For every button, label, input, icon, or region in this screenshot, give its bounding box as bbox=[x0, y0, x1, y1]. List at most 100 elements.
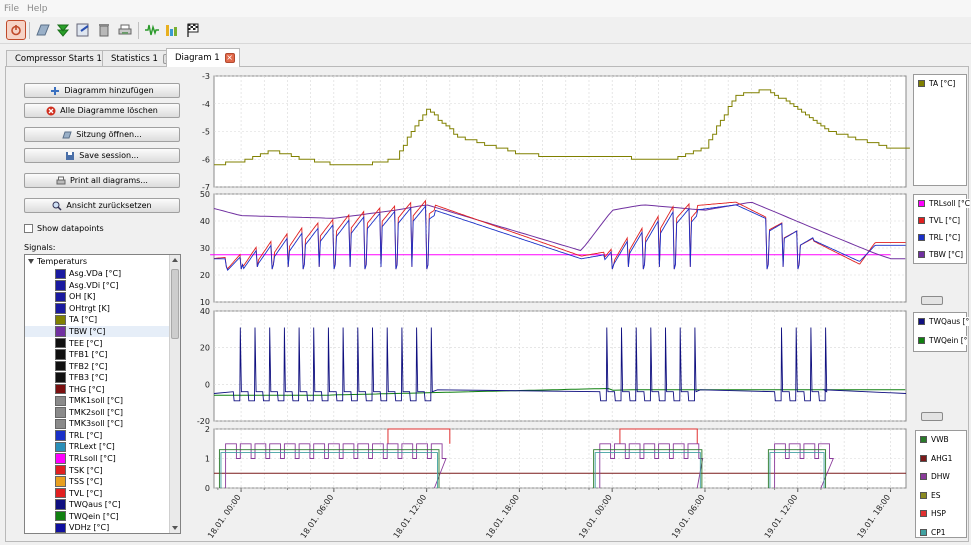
menu-help[interactable]: Help bbox=[27, 4, 48, 14]
x-tick-label: 19.01. 12:00 bbox=[763, 493, 800, 540]
printer-icon bbox=[56, 176, 66, 186]
signals-tree[interactable]: Temperaturs Asg.VDa [°C] Asg.VDi [°C] OH [… bbox=[24, 254, 181, 534]
tree-scrollbar[interactable] bbox=[169, 255, 180, 533]
signal-label: TWQaus [°C] bbox=[69, 500, 121, 510]
legend-scroll-handle[interactable] bbox=[921, 296, 943, 305]
legend-entry[interactable]: TWQein [° bbox=[918, 336, 968, 345]
legend-label: TVL [°C] bbox=[929, 216, 961, 225]
series-dhw-line bbox=[774, 443, 834, 489]
legend-entry[interactable]: TWQaus [° bbox=[918, 317, 970, 326]
checkbox-box[interactable] bbox=[24, 224, 33, 233]
legend-panel2: TRLsoll [°C TVL [°C] TRL [°C] TBW [°C] bbox=[913, 194, 970, 264]
tree-signal-item[interactable]: TMK3soll [°C] bbox=[25, 418, 170, 430]
y-tick-label: -6 bbox=[202, 155, 210, 164]
checkered-flag-icon[interactable] bbox=[183, 20, 203, 40]
y-tick-label: -4 bbox=[202, 100, 210, 109]
tree-signal-item[interactable]: TMK2soll [°C] bbox=[25, 407, 170, 419]
legend-entry[interactable]: HSP bbox=[920, 509, 946, 518]
magnifier-icon bbox=[52, 201, 62, 211]
signal-label: TEE [°C] bbox=[69, 338, 103, 348]
delete-circle-icon bbox=[46, 106, 56, 116]
power-icon[interactable] bbox=[6, 20, 26, 40]
show-datapoints-label: Show datapoints bbox=[37, 224, 104, 233]
download-icon[interactable] bbox=[53, 20, 73, 40]
tree-signal-item[interactable]: Asg.VDa [°C] bbox=[25, 268, 170, 280]
delete-icon[interactable] bbox=[94, 20, 114, 40]
legend-swatch bbox=[920, 491, 927, 499]
tree-signal-item[interactable]: OH [K] bbox=[25, 291, 170, 303]
tree-signal-item[interactable]: VDHz [°C] bbox=[25, 522, 170, 533]
signal-color-swatch bbox=[55, 441, 66, 453]
tree-group-temperaturs[interactable]: Temperaturs bbox=[28, 257, 87, 266]
scroll-up-arrow-icon[interactable] bbox=[172, 258, 178, 262]
legend-label: VWB bbox=[931, 435, 949, 444]
save-session-button[interactable]: Save session... bbox=[24, 148, 180, 163]
menu-file[interactable]: File bbox=[4, 4, 20, 14]
y-tick-label: 20 bbox=[200, 271, 210, 280]
signal-label: TSS [°C] bbox=[69, 477, 103, 487]
export-icon[interactable] bbox=[73, 20, 93, 40]
tab-label: Diagram 1 bbox=[175, 53, 220, 63]
y-tick-label: 20 bbox=[200, 344, 210, 353]
signal-color-swatch bbox=[55, 383, 66, 395]
reset-view-button[interactable]: Ansicht zurücksetzen bbox=[24, 198, 180, 213]
legend-label: TWQaus [° bbox=[929, 317, 970, 326]
plus-icon bbox=[50, 86, 60, 96]
signal-label: TRL [°C] bbox=[69, 430, 103, 440]
legend-entry[interactable]: VWB bbox=[920, 435, 949, 444]
legend-entry[interactable]: DHW bbox=[920, 472, 950, 481]
tree-signal-item[interactable]: TRL [°C] bbox=[25, 430, 170, 442]
tree-signal-item[interactable]: TFB2 [°C] bbox=[25, 360, 170, 372]
printer-icon[interactable] bbox=[115, 20, 135, 40]
signal-label: TFB2 [°C] bbox=[69, 361, 108, 371]
signal-icon[interactable] bbox=[142, 20, 162, 40]
delete-all-diagrams-button[interactable]: Alle Diagramme löschen bbox=[24, 103, 180, 118]
tree-signal-item[interactable]: THG [°C] bbox=[25, 383, 170, 395]
legend-entry[interactable]: ES bbox=[920, 490, 941, 500]
bar-chart-icon[interactable] bbox=[162, 20, 182, 40]
tree-signal-item[interactable]: TWQaus [°C] bbox=[25, 499, 170, 511]
legend-entry[interactable]: TA [°C] bbox=[918, 79, 956, 88]
tree-signal-item[interactable]: TSS [°C] bbox=[25, 476, 170, 488]
legend-entry[interactable]: CP1 bbox=[920, 527, 946, 537]
tree-signal-item[interactable]: TMK1soll [°C] bbox=[25, 395, 170, 407]
scroll-thumb[interactable] bbox=[171, 269, 179, 339]
legend-swatch bbox=[918, 217, 925, 224]
legend-entry[interactable]: TRLsoll [°C bbox=[918, 199, 970, 208]
tree-signal-item[interactable]: TA [°C] bbox=[25, 314, 170, 326]
signal-color-swatch bbox=[55, 326, 66, 337]
tree-signal-item[interactable]: OHtrgt [K] bbox=[25, 303, 170, 315]
close-icon[interactable]: × bbox=[224, 53, 235, 63]
legend-label: HSP bbox=[931, 509, 946, 518]
tree-signal-item[interactable]: TRLext [°C] bbox=[25, 441, 170, 453]
add-diagram-button[interactable]: Diagramm hinzufügen bbox=[24, 83, 180, 98]
tree-signal-item[interactable]: TFB3 [°C] bbox=[25, 372, 170, 384]
signal-color-swatch bbox=[55, 314, 66, 326]
series-dhw-line bbox=[225, 443, 447, 489]
tree-signal-item[interactable]: Asg.VDi [°C] bbox=[25, 280, 170, 292]
tree-signal-item[interactable]: TVL [°C] bbox=[25, 487, 170, 499]
tree-signal-item[interactable]: TRLsoll [°C] bbox=[25, 453, 170, 465]
legend-entry[interactable]: TBW [°C] bbox=[918, 250, 964, 259]
scroll-down-arrow-icon[interactable] bbox=[172, 526, 178, 530]
expand-triangle-icon[interactable] bbox=[28, 259, 34, 264]
legend-scroll-handle[interactable] bbox=[921, 412, 943, 421]
tab-diagram[interactable]: Diagram 1 × bbox=[166, 48, 240, 67]
open-session-button[interactable]: Sitzung öffnen... bbox=[24, 127, 180, 142]
legend-entry[interactable]: TRL [°C] bbox=[918, 233, 961, 242]
tree-signal-item[interactable]: TEE [°C] bbox=[25, 337, 170, 349]
legend-panel3: TWQaus [° TWQein [° bbox=[913, 312, 970, 352]
legend-entry[interactable]: AHG1 bbox=[920, 453, 953, 463]
print-all-button[interactable]: Print all diagrams... bbox=[24, 173, 180, 188]
signal-color-swatch bbox=[55, 372, 66, 383]
tree-signal-item[interactable]: TWQein [°C] bbox=[25, 510, 170, 522]
tree-signal-item[interactable]: TSK [°C] bbox=[25, 464, 170, 476]
signal-label: TRLsoll [°C] bbox=[69, 454, 116, 464]
show-datapoints-checkbox[interactable]: Show datapoints bbox=[24, 224, 104, 233]
tree-signal-item[interactable]: TFB1 [°C] bbox=[25, 349, 170, 361]
legend-entry[interactable]: TVL [°C] bbox=[918, 216, 961, 225]
series-tbw-line bbox=[213, 201, 906, 260]
open-file-icon[interactable] bbox=[33, 20, 53, 40]
tree-signal-item[interactable]: TBW [°C] bbox=[25, 325, 170, 338]
